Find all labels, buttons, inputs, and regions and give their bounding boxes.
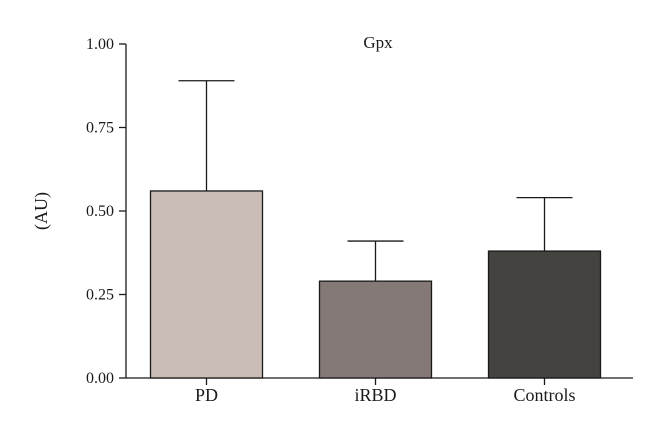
x-category-label: iRBD — [354, 385, 396, 405]
y-tick-label: 0.75 — [86, 120, 114, 137]
y-axis-title: (AU) — [31, 192, 52, 230]
bar-pd — [149, 190, 264, 379]
x-category-label: Controls — [513, 385, 575, 405]
x-axis-labels: PD iRBD Controls — [195, 378, 576, 405]
error-bars — [178, 80, 573, 282]
y-tick-label: 0.25 — [86, 287, 114, 304]
y-tick-label: 0.00 — [86, 370, 114, 387]
y-axis-ticks: 0.00 0.25 0.50 0.75 1.00 — [86, 36, 126, 387]
bar-controls — [487, 250, 602, 379]
chart-title: Gpx — [363, 33, 393, 52]
bars — [149, 190, 602, 379]
x-category-label: PD — [195, 385, 218, 405]
y-tick-label: 1.00 — [86, 36, 114, 53]
y-tick-label: 0.50 — [86, 203, 114, 220]
bar-irbd — [318, 280, 433, 379]
